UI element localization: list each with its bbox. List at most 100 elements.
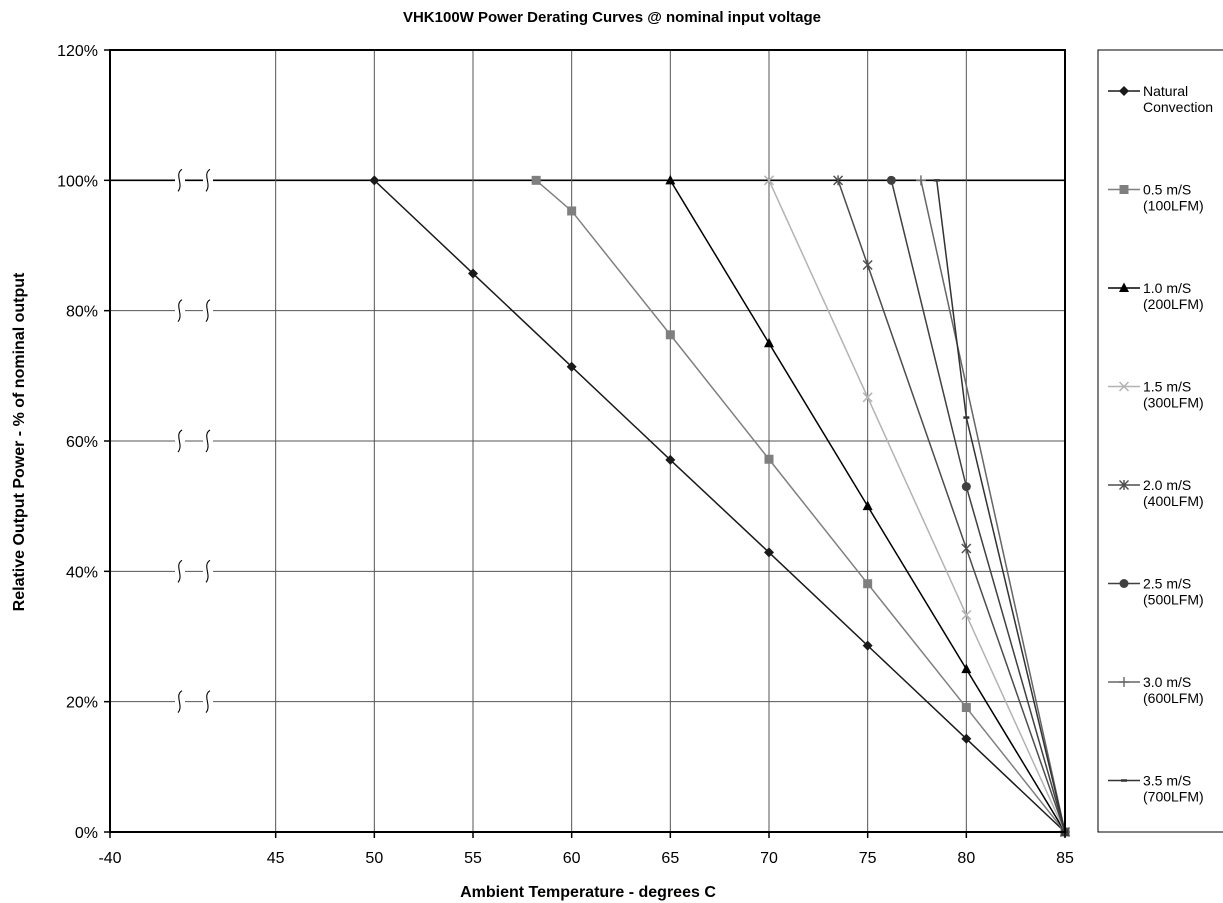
x-tick-labels: -40 45 50 55 60 65 70 75 80 85 (98, 850, 1074, 867)
series-layer (369, 174, 1071, 838)
series-line (920, 180, 1066, 833)
axis-break-squiggle (177, 299, 183, 323)
diamond-marker (566, 361, 577, 372)
series-7 (915, 175, 1070, 837)
axis-break-gap (175, 559, 185, 584)
axis-break-squiggle (177, 429, 183, 453)
triangle-marker (764, 337, 774, 348)
legend-label: (700LFM) (1143, 789, 1204, 805)
square-marker (961, 703, 971, 713)
legend-item: 1.0 m/S(200LFM) (1108, 280, 1204, 312)
x-tick-label: -40 (98, 850, 121, 867)
series-1 (369, 175, 1070, 837)
diamond-marker (764, 547, 774, 558)
legend-label: 2.0 m/S (1143, 477, 1191, 493)
axis-break-gap (203, 689, 213, 714)
series-2 (531, 175, 1070, 837)
y-tick-label: 60% (66, 434, 98, 451)
legend-label: 3.0 m/S (1143, 674, 1191, 690)
axis-break-squiggle (177, 168, 183, 192)
tick-marks (104, 49, 1066, 838)
series-line (768, 180, 1066, 833)
x-tick-label: 65 (661, 850, 679, 867)
legend-label: (500LFM) (1143, 592, 1204, 608)
legend-item: 3.5 m/S(700LFM) (1108, 773, 1204, 805)
legend-item: 2.0 m/S(400LFM) (1108, 477, 1204, 509)
x-tick-label: 75 (859, 850, 877, 867)
legend-item: 3.0 m/S(600LFM) (1108, 674, 1204, 706)
legend-label: Convection (1143, 99, 1213, 115)
diamond-marker (369, 175, 380, 186)
legend-label: 1.0 m/S (1143, 280, 1191, 296)
axis-break-squiggle (205, 429, 211, 453)
y-tick-label: 120% (57, 43, 98, 60)
x-tick-label: 70 (760, 850, 778, 867)
legend-label: (300LFM) (1143, 395, 1204, 411)
series-4 (763, 175, 1071, 838)
x-tick-label: 45 (267, 850, 285, 867)
series-line (373, 179, 1066, 833)
x-tick-label: 55 (464, 850, 482, 867)
x-tick-label: 80 (957, 850, 975, 867)
axis-break-gap (175, 429, 185, 453)
y-tick-label: 20% (66, 695, 98, 712)
axis-break-gap (175, 168, 185, 193)
star-marker (961, 543, 972, 554)
legend-label: 2.5 m/S (1143, 576, 1191, 592)
y-tick-label: 100% (57, 173, 98, 190)
y-tick-label: 40% (66, 564, 98, 581)
plus-marker (915, 175, 926, 186)
plus-marker (1119, 677, 1129, 687)
series-line (837, 180, 1066, 833)
legend-box (1097, 49, 1223, 833)
axis-break-gap (203, 168, 213, 193)
diamond-marker (961, 733, 972, 744)
x-marker (862, 392, 873, 403)
y-tick-label: 0% (75, 825, 98, 842)
axis-break-squiggle (177, 690, 183, 714)
triangle-marker (1119, 282, 1129, 292)
axis-break-squiggle (205, 168, 211, 192)
diamond-marker (1119, 86, 1129, 96)
legend-item: 1.5 m/S(300LFM) (1108, 379, 1204, 411)
legend-label: Natural (1143, 83, 1188, 99)
x-axis-label: Ambient Temperature - degrees C (460, 884, 716, 901)
square-marker (1119, 185, 1129, 194)
diamond-marker (862, 640, 873, 651)
chart-title: VHK100W Power Derating Curves @ nominal … (403, 9, 821, 26)
triangle-marker (862, 500, 873, 511)
legend-label: 0.5 m/S (1143, 182, 1191, 198)
legend-label: (600LFM) (1143, 690, 1204, 706)
x-tick-label: 85 (1056, 850, 1074, 867)
circle-marker (886, 175, 896, 185)
y-tick-label: 80% (66, 304, 98, 321)
axis-break-squiggle (205, 690, 211, 714)
axis-break-gap (175, 298, 185, 323)
star-marker (1119, 480, 1129, 490)
x-marker (763, 175, 775, 186)
y-axis-label: Relative Output Power - % of nominal out… (11, 272, 28, 611)
diamond-marker (665, 454, 676, 465)
series-line (935, 180, 1066, 833)
axis-break-squiggle (205, 559, 211, 583)
axis-break-squiggle (177, 559, 183, 583)
x-tick-label: 50 (365, 850, 383, 867)
legend-label: 3.5 m/S (1143, 773, 1191, 789)
axis-break-squiggle (205, 299, 211, 323)
series-6 (886, 175, 1070, 837)
legend-item: 0.5 m/S(100LFM) (1108, 182, 1204, 214)
square-marker (567, 206, 577, 216)
axis-break-gap (203, 298, 213, 323)
legend-label: (400LFM) (1143, 493, 1204, 509)
y-tick-labels: 0% 20% 40% 60% 80% 100% 120% (57, 43, 98, 842)
legend-label: (100LFM) (1143, 198, 1204, 214)
axis-break-gap (203, 559, 213, 584)
series-8 (933, 179, 1068, 834)
axis-break-marks (175, 168, 213, 714)
legend-label: 1.5 m/S (1143, 379, 1191, 395)
square-marker (531, 175, 541, 185)
circle-marker (1119, 579, 1129, 588)
diamond-marker (468, 268, 478, 279)
